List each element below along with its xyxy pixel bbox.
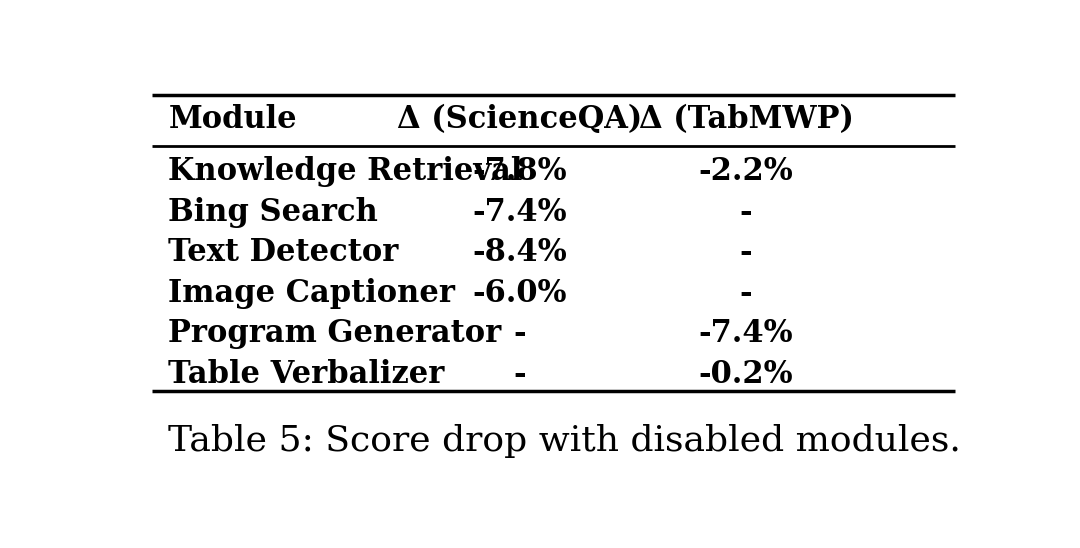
Text: Knowledge Retrieval: Knowledge Retrieval xyxy=(168,157,523,187)
Text: -8.4%: -8.4% xyxy=(473,237,567,269)
Text: Table Verbalizer: Table Verbalizer xyxy=(168,359,445,390)
Text: -: - xyxy=(514,359,526,390)
Text: Δ (TabMWP): Δ (TabMWP) xyxy=(638,104,853,135)
Text: -0.2%: -0.2% xyxy=(699,359,794,390)
Text: Program Generator: Program Generator xyxy=(168,318,502,349)
Text: Bing Search: Bing Search xyxy=(168,197,378,228)
Text: Text Detector: Text Detector xyxy=(168,237,399,269)
Text: -7.8%: -7.8% xyxy=(473,157,567,187)
Text: -6.0%: -6.0% xyxy=(473,278,567,309)
Text: -7.4%: -7.4% xyxy=(699,318,794,349)
Text: -: - xyxy=(740,237,753,269)
Text: Table 5: Score drop with disabled modules.: Table 5: Score drop with disabled module… xyxy=(168,424,961,458)
Text: Image Captioner: Image Captioner xyxy=(168,278,456,309)
Text: -: - xyxy=(514,318,526,349)
Text: Module: Module xyxy=(168,104,297,135)
Text: -7.4%: -7.4% xyxy=(473,197,567,228)
Text: -: - xyxy=(740,197,753,228)
Text: -: - xyxy=(740,278,753,309)
Text: Δ (ScienceQA): Δ (ScienceQA) xyxy=(397,104,643,135)
Text: -2.2%: -2.2% xyxy=(699,157,794,187)
